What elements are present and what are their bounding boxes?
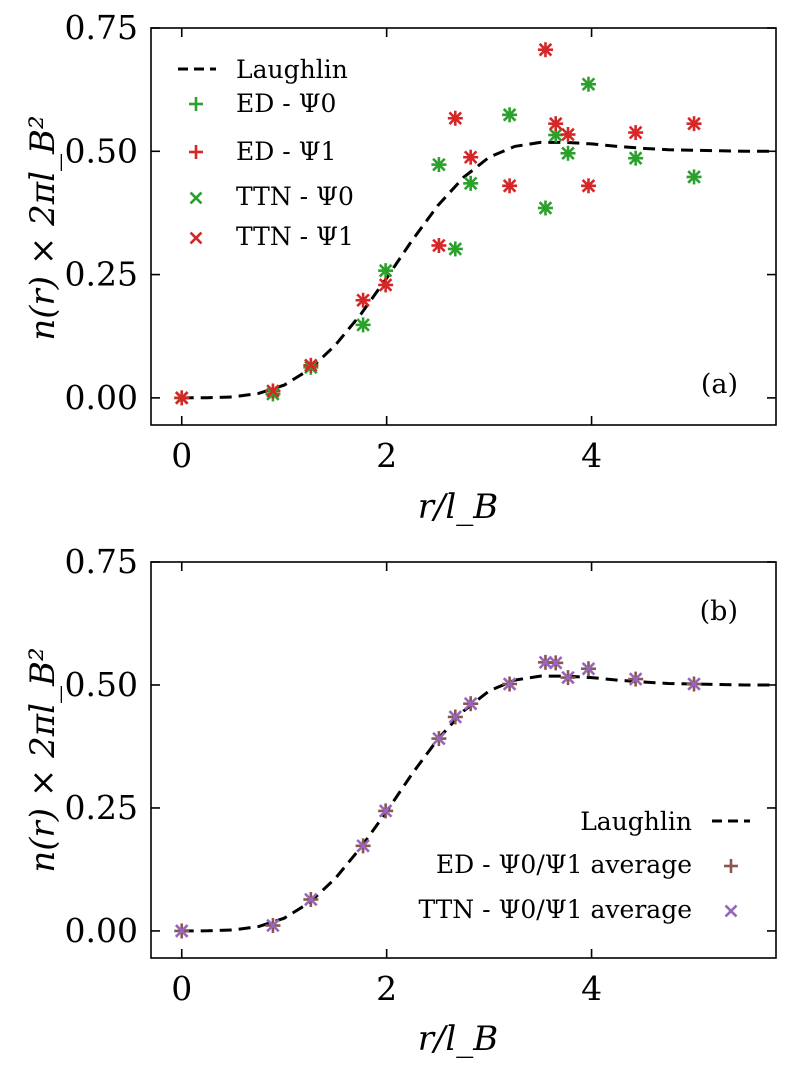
data-point xyxy=(538,201,553,215)
data-point xyxy=(687,170,701,184)
data-point xyxy=(448,710,463,724)
legend-label-ed-psi0: ED - Ψ0 xyxy=(236,89,336,118)
data-point xyxy=(266,918,280,933)
legend-label-ttn-psi0: TTN - Ψ0 xyxy=(236,182,354,211)
data-points xyxy=(174,654,702,939)
data-point xyxy=(561,127,575,142)
panel-label: (b) xyxy=(700,596,738,627)
legend-label-laughlin: Laughlin xyxy=(580,807,692,836)
data-point xyxy=(628,672,643,686)
axis-ticks: 0 2 4 0.00 0.25 0.50 0.75 xyxy=(65,8,776,475)
x-tick-label: 2 xyxy=(376,969,397,1008)
legend: Laughlin ED - Ψ0 ED - Ψ1 TTN - Ψ0 TTN - … xyxy=(178,55,354,251)
axis-ticks: 0 2 4 0.00 0.25 0.50 0.75 xyxy=(65,542,776,1008)
data-point xyxy=(581,179,596,193)
data-point xyxy=(432,157,446,172)
data-point xyxy=(266,384,280,398)
legend-label-laughlin: Laughlin xyxy=(236,55,348,84)
legend-marker-ed-average xyxy=(724,859,738,873)
data-point xyxy=(628,125,643,140)
legend-marker-ed-psi1 xyxy=(189,145,203,159)
y-tick-label: 0.25 xyxy=(65,255,138,294)
data-point xyxy=(548,116,563,131)
x-tick-label: 0 xyxy=(171,969,192,1008)
x-tick-label: 0 xyxy=(171,436,192,475)
legend-marker-ttn-psi1 xyxy=(189,231,203,245)
panel-a: 0 2 4 0.00 0.25 0.50 0.75 (a) Laughlin ED - Ψ0… xyxy=(23,8,777,527)
y-tick-label: 0.00 xyxy=(65,911,138,950)
data-point xyxy=(304,358,318,373)
data-point xyxy=(548,128,563,142)
data-point xyxy=(463,696,478,711)
data-point xyxy=(538,42,553,57)
legend-marker-ed-psi0 xyxy=(189,97,203,111)
legend: Laughlin ED - Ψ0/Ψ1 average TTN - Ψ0/Ψ1 … xyxy=(418,807,750,924)
legend-marker-ttn-psi0 xyxy=(189,191,203,205)
data-point xyxy=(463,150,478,164)
data-point xyxy=(687,677,701,691)
data-point xyxy=(687,116,701,131)
data-point xyxy=(448,111,463,126)
legend-label-ed-average: ED - Ψ0/Ψ1 average xyxy=(436,850,692,879)
data-point xyxy=(463,176,478,191)
data-point xyxy=(628,151,643,165)
data-point xyxy=(378,804,393,818)
legend-label-ed-psi1: ED - Ψ1 xyxy=(236,137,336,166)
plot-frame xyxy=(150,561,777,959)
data-point xyxy=(356,293,370,307)
data-point xyxy=(304,892,318,907)
data-point xyxy=(266,387,280,401)
data-point xyxy=(356,318,370,332)
laughlin-curve xyxy=(181,140,776,400)
legend-label-ttn-psi1: TTN - Ψ1 xyxy=(236,222,354,251)
data-point xyxy=(432,238,446,253)
legend-marker-ttn-average xyxy=(724,904,738,918)
data-point xyxy=(581,661,596,676)
data-point xyxy=(561,670,575,685)
data-point xyxy=(548,656,563,670)
data-points xyxy=(174,42,702,406)
data-point xyxy=(356,839,370,853)
y-tick-label: 0.50 xyxy=(65,665,138,704)
data-point xyxy=(502,677,517,691)
data-point xyxy=(502,108,517,122)
data-point xyxy=(304,360,318,375)
plot-frame xyxy=(150,27,777,426)
y-tick-label: 0.50 xyxy=(65,131,138,170)
x-tick-label: 4 xyxy=(581,969,602,1008)
legend-label-ttn-average: TTN - Ψ0/Ψ1 average xyxy=(418,895,692,924)
y-tick-label: 0.75 xyxy=(65,8,138,47)
data-point xyxy=(378,263,393,278)
x-tick-label: 4 xyxy=(581,436,602,475)
data-point xyxy=(538,655,553,670)
y-tick-label: 0.25 xyxy=(65,788,138,827)
x-tick-label: 2 xyxy=(376,436,397,475)
data-point xyxy=(174,391,189,405)
laughlin-curve xyxy=(181,674,776,933)
data-point xyxy=(378,278,393,292)
panel-b: 0 2 4 0.00 0.25 0.50 0.75 (b) Laughlin ED - Ψ0… xyxy=(23,542,777,1059)
y-axis-label: n(r) × 2πl_B² xyxy=(23,647,63,872)
data-point xyxy=(561,146,575,161)
data-point xyxy=(502,179,517,193)
data-point xyxy=(581,77,596,91)
legend-markers xyxy=(724,859,738,918)
x-axis-label: r/l_B xyxy=(418,487,499,527)
data-point xyxy=(174,924,189,938)
x-axis-label: r/l_B xyxy=(418,1019,499,1059)
legend-markers xyxy=(189,97,203,245)
y-axis-label: n(r) × 2πl_B² xyxy=(23,115,63,340)
panel-label: (a) xyxy=(701,369,738,400)
data-point xyxy=(432,731,446,746)
y-tick-label: 0.00 xyxy=(65,378,138,417)
data-point xyxy=(448,242,463,256)
y-tick-label: 0.75 xyxy=(65,542,138,581)
